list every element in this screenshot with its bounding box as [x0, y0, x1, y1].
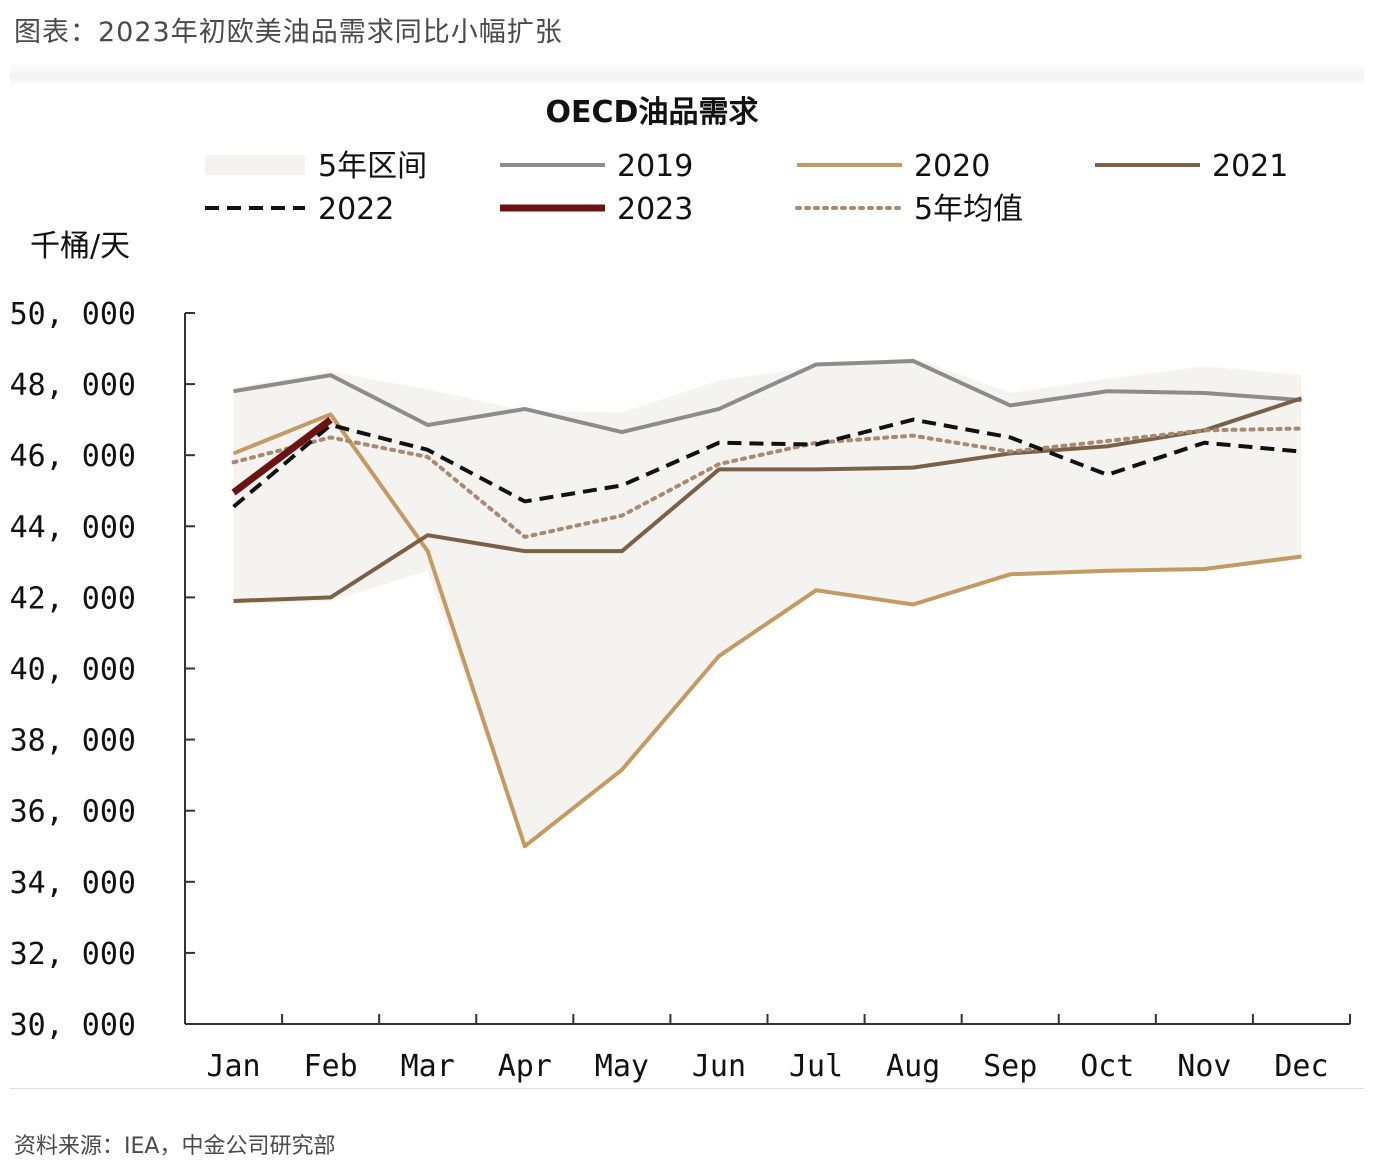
legend-label: 5年区间	[318, 149, 427, 184]
frame-top-shadow	[10, 62, 1364, 86]
y-tick-label: 48, 000	[10, 368, 136, 403]
x-tick-label: Jun	[692, 1049, 746, 1084]
legend-label: 2023	[617, 192, 693, 227]
y-tick-label: 34, 000	[10, 866, 136, 901]
legend-label: 5年均值	[914, 192, 1023, 227]
series-line-2022	[232, 417, 1302, 509]
y-tick-label: 46, 000	[10, 439, 136, 474]
legend-label: 2020	[914, 149, 990, 184]
x-tick-label: Oct	[1080, 1049, 1134, 1084]
series-line-2021	[233, 396, 1303, 603]
y-tick-label: 38, 000	[10, 724, 136, 759]
series-line-2019	[233, 358, 1302, 435]
series-line-2020	[232, 412, 1302, 849]
legend-label: 2022	[318, 192, 394, 227]
x-tick-label: May	[595, 1049, 649, 1084]
range-band-area	[233, 357, 1302, 849]
axes-layer: 30, 000 32, 000 34, 000 36, 000 38, 000 40, 0…	[10, 297, 1351, 1084]
x-tick-label: Nov	[1177, 1049, 1231, 1084]
figure-caption: 图表：2023年初欧美油品需求同比小幅扩张	[14, 17, 563, 48]
y-tick-label: 42, 000	[10, 581, 136, 616]
y-tick-label: 32, 000	[10, 937, 136, 972]
x-tick-label: Dec	[1274, 1049, 1328, 1084]
legend: 5年区间 2019 2020 2021 2022 2023 5年均值	[205, 149, 1288, 227]
series-layer	[231, 358, 1304, 849]
x-tick-label: Sep	[983, 1049, 1037, 1084]
chart-title: OECD油品需求	[546, 95, 759, 130]
range-band-layer	[233, 357, 1302, 849]
y-tick-label: 30, 000	[10, 1008, 136, 1043]
x-tick-label: Apr	[498, 1049, 552, 1084]
series-line-2023	[231, 416, 333, 496]
y-tick-label: 40, 000	[10, 653, 136, 688]
x-tick-label: Jul	[789, 1049, 843, 1084]
y-tick-label: 50, 000	[10, 297, 136, 332]
legend-label: 2019	[617, 149, 693, 184]
legend-swatch-range-band	[205, 155, 305, 175]
x-tick-label: Aug	[886, 1049, 940, 1084]
y-tick-label: 44, 000	[10, 510, 136, 545]
x-tick-label: Mar	[401, 1049, 455, 1084]
x-tick-label: Jan	[206, 1049, 260, 1084]
x-tick-label: Feb	[304, 1049, 358, 1084]
legend-label: 2021	[1212, 149, 1288, 184]
source-note: 资料来源：IEA，中金公司研究部	[14, 1134, 336, 1159]
y-tick-label: 36, 000	[10, 795, 136, 830]
y-axis-unit-label: 千桶/天	[30, 229, 130, 264]
series-line-5年均值	[231, 426, 1304, 539]
frame-bottom-rule	[10, 1088, 1364, 1089]
